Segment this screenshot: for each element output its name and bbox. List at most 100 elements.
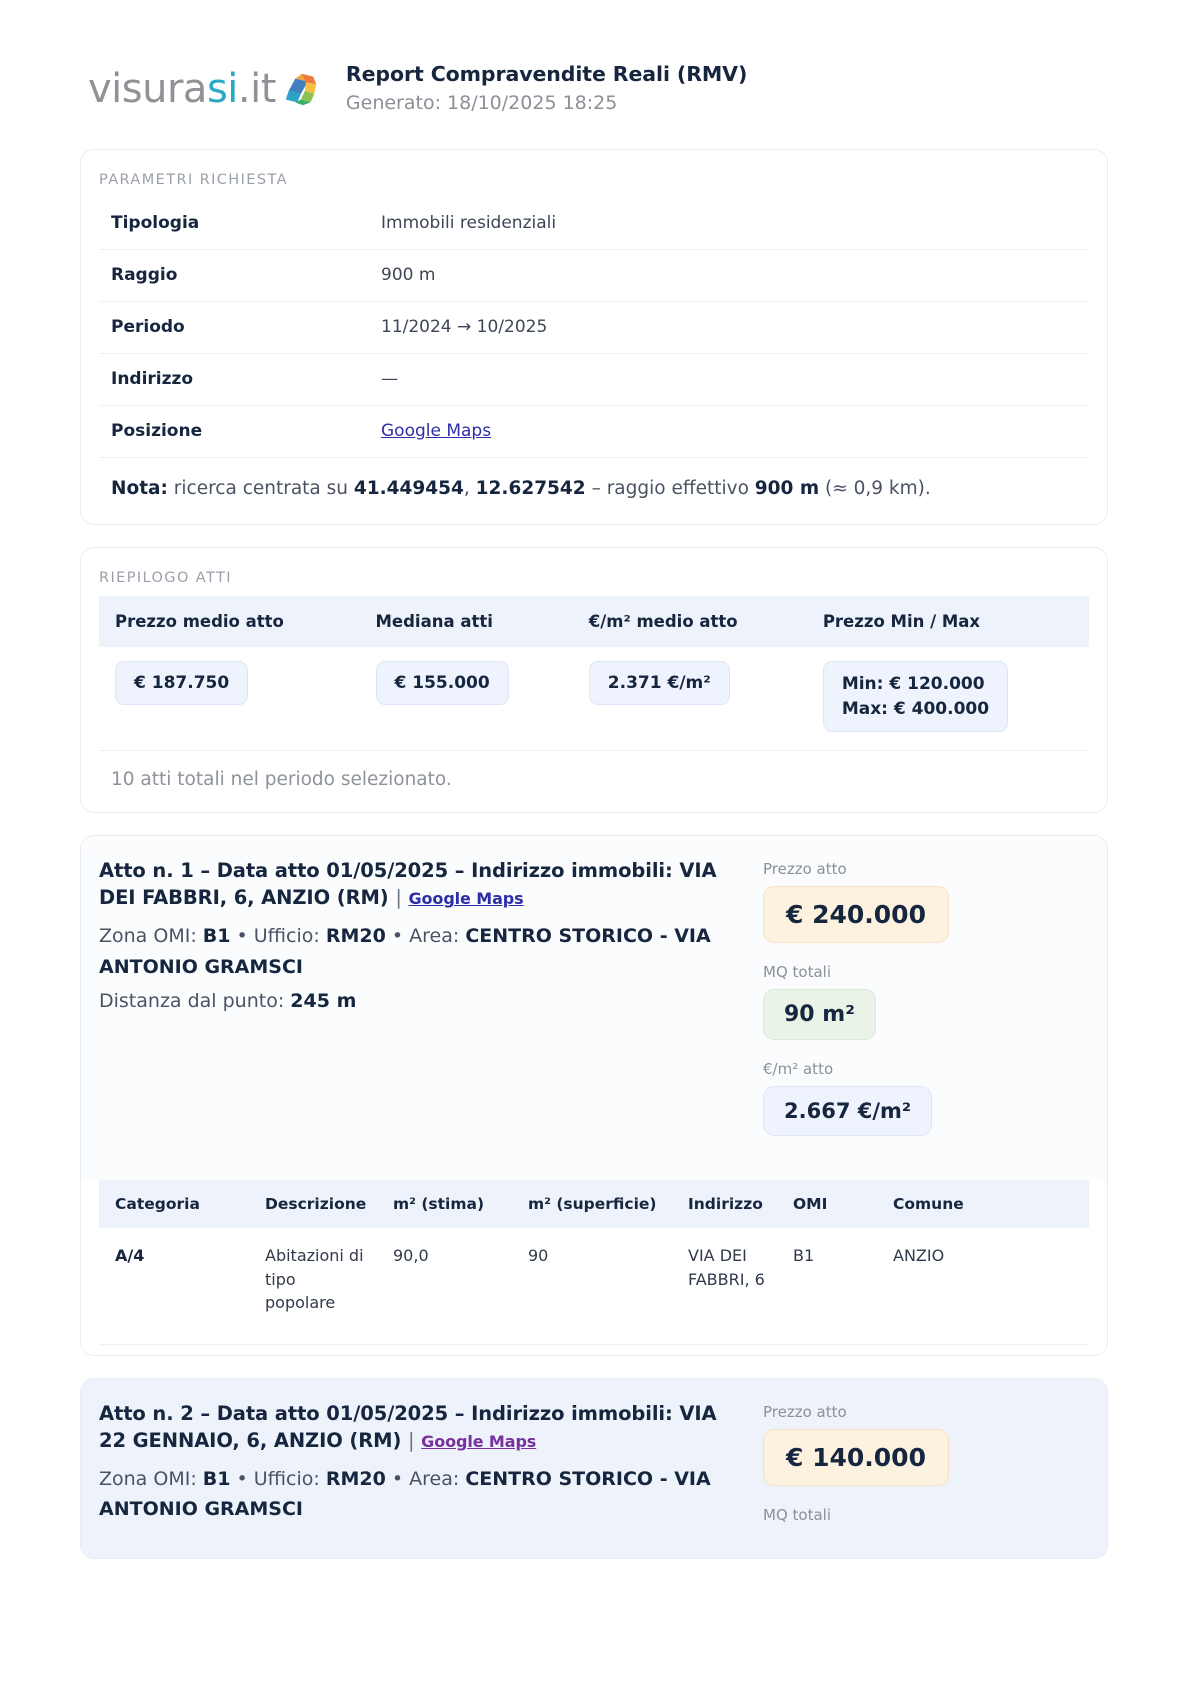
atto-1-ufficio-label: Ufficio: <box>253 925 320 948</box>
atto-1-properties-table: Categoria Descrizione m² (stima) m² (sup… <box>99 1180 1089 1346</box>
atto-1-mq-label: MQ totali <box>763 963 831 982</box>
param-key-raggio: Raggio <box>99 249 369 303</box>
report-header: visurasi.it Report Compravendite Reali (… <box>0 0 1190 149</box>
atto-2-zona-omi-label: Zona OMI: <box>99 1467 197 1490</box>
atto-2-prezzo-label: Prezzo atto <box>763 1403 847 1422</box>
td-descrizione: Abitazioni di tipo popolare <box>249 1228 377 1346</box>
atto-1-table-wrap: Categoria Descrizione m² (stima) m² (sup… <box>81 1180 1107 1356</box>
page-title: Report Compravendite Reali (RMV) <box>345 62 748 86</box>
atto-2-ufficio-label: Ufficio: <box>253 1467 320 1490</box>
atto-2-meta: Zona OMI: B1 • Ufficio: RM20 • Area: CEN… <box>99 1467 711 1521</box>
atto-2-heading-text: Atto n. 2 – Data atto 01/05/2025 – Indir… <box>99 1402 717 1452</box>
atto-2-heading: Atto n. 2 – Data atto 01/05/2025 – Indir… <box>99 1401 739 1455</box>
atto-2-area: CENTRO STORICO - VIA ANTONIO GRAMSCI <box>99 1467 711 1521</box>
atto-1-area-label: Area: <box>409 925 460 948</box>
param-key-periodo: Periodo <box>99 301 369 355</box>
summary-eyebrow: RIEPILOGO ATTI <box>99 570 232 587</box>
separator-bar: | <box>407 1428 415 1452</box>
atto-1-area: CENTRO STORICO - VIA ANTONIO GRAMSCI <box>99 925 711 978</box>
td-mq-superficie: 90 <box>512 1228 672 1346</box>
summary-col-mediana: Mediana atti <box>359 596 573 648</box>
summary-table: Prezzo medio atto Mediana atti €/m² medi… <box>99 596 1089 750</box>
note-longitude: 12.627542 <box>475 478 586 500</box>
param-key-tipologia: Tipologia <box>99 198 369 251</box>
table-row: Raggio 900 m <box>99 249 1089 303</box>
summary-col-prezzo-medio: Prezzo medio atto <box>99 596 360 648</box>
th-descrizione: Descrizione <box>249 1180 377 1229</box>
logo-text-accent: si <box>206 65 238 112</box>
atto-1-mq-badge: 90 m² <box>763 989 876 1041</box>
atto-1-top: Atto n. 1 – Data atto 01/05/2025 – Indir… <box>81 836 1107 1181</box>
th-indirizzo: Indirizzo <box>672 1180 777 1229</box>
param-value-indirizzo: — <box>369 353 1089 407</box>
th-categoria: Categoria <box>99 1180 249 1229</box>
atto-1-heading-text: Atto n. 1 – Data atto 01/05/2025 – Indir… <box>99 859 717 910</box>
th-comune: Comune <box>877 1180 1089 1229</box>
note-separator: , <box>463 478 476 500</box>
atto-2-prezzo-badge: € 140.000 <box>763 1429 949 1487</box>
atto-1-stats: Prezzo atto € 240.000 MQ totali 90 m² €/… <box>755 858 1085 1154</box>
stat-min: Min: € 120.000 <box>841 674 985 695</box>
request-parameters-table: Tipologia Immobili residenziali Raggio 9… <box>99 198 1089 459</box>
td-comune: ANZIO <box>877 1228 1089 1346</box>
atto-1-distance: Distanza dal punto: 245 m <box>99 990 739 1012</box>
param-key-posizione: Posizione <box>99 405 369 459</box>
atto-1-meta: Zona OMI: B1 • Ufficio: RM20 • Area: CEN… <box>99 925 711 978</box>
atto-1-prezzo-badge: € 240.000 <box>763 886 949 944</box>
table-row: Indirizzo — <box>99 353 1089 407</box>
atto-2-ufficio: RM20 <box>325 1467 386 1490</box>
param-value-raggio: 900 m <box>369 249 1089 303</box>
summary-col-min-max: Prezzo Min / Max <box>806 596 1089 648</box>
stat-eur-mq-medio: 2.371 €/m² <box>588 661 730 706</box>
td-omi: B1 <box>777 1228 877 1346</box>
atto-1-zona-omi-label: Zona OMI: <box>99 925 197 948</box>
note-label: Nota: <box>111 478 168 500</box>
stat-prezzo-medio: € 187.750 <box>115 661 249 706</box>
th-omi: OMI <box>777 1180 877 1229</box>
atto-1-ufficio: RM20 <box>325 925 386 948</box>
td-mq-stima: 90,0 <box>377 1228 512 1346</box>
note-radius: 900 m <box>754 478 820 500</box>
separator-bar: | <box>395 886 402 910</box>
brand-logo[interactable]: visurasi.it <box>88 69 320 109</box>
request-parameters-card: PARAMETRI RICHIESTA Tipologia Immobili r… <box>80 149 1108 526</box>
stat-mediana: € 155.000 <box>375 661 509 706</box>
table-row: A/4 Abitazioni di tipo popolare 90,0 90 … <box>99 1228 1089 1346</box>
atto-1-prezzo-label: Prezzo atto <box>763 860 847 879</box>
atto-1-heading: Atto n. 1 – Data atto 01/05/2025 – Indir… <box>99 858 739 912</box>
report-page: visurasi.it Report Compravendite Reali (… <box>0 0 1190 1560</box>
atto-card-1: Atto n. 1 – Data atto 01/05/2025 – Indir… <box>80 835 1108 1357</box>
atto-1-google-maps-link[interactable]: Google Maps <box>408 889 524 909</box>
atto-1-eurmq-label: €/m² atto <box>763 1060 834 1079</box>
generated-timestamp: Generato: 18/10/2025 18:25 <box>345 91 618 114</box>
param-value-periodo: 11/2024 → 10/2025 <box>369 301 1089 355</box>
atto-1-table-header-row: Categoria Descrizione m² (stima) m² (sup… <box>99 1180 1089 1229</box>
td-categoria: A/4 <box>99 1228 249 1346</box>
atto-2-zona-omi: B1 <box>202 1467 231 1490</box>
search-note: Nota: ricerca centrata su 41.449454, 12.… <box>81 458 1107 524</box>
atto-2-mq-label: MQ totali <box>763 1506 831 1525</box>
google-maps-link[interactable]: Google Maps <box>381 421 492 442</box>
atto-2-area-label: Area: <box>409 1467 460 1490</box>
atto-1-distance-label: Distanza dal punto: <box>99 990 285 1013</box>
summary-value-row: € 187.750 € 155.000 2.371 €/m² Min: € 12… <box>99 647 1089 750</box>
request-parameters-eyebrow: PARAMETRI RICHIESTA <box>99 172 288 189</box>
stat-max: Max: € 400.000 <box>841 698 990 719</box>
stat-min-max: Min: € 120.000 Max: € 400.000 <box>822 661 1009 733</box>
summary-col-eur-mq: €/m² medio atto <box>572 596 807 648</box>
logo-wordmark: visurasi.it <box>88 69 276 109</box>
summary-footer-text: 10 atti totali nel periodo selezionato. <box>99 750 1089 812</box>
logo-text-part3: .it <box>237 65 277 112</box>
th-mq-stima: m² (stima) <box>377 1180 512 1229</box>
table-row: Posizione Google Maps <box>99 405 1089 459</box>
atto-2-details: Atto n. 2 – Data atto 01/05/2025 – Indir… <box>99 1401 745 1532</box>
atto-2-google-maps-link[interactable]: Google Maps <box>421 1431 537 1451</box>
note-text-1: ricerca centrata su <box>167 478 354 500</box>
report-title-block: Report Compravendite Reali (RMV) Generat… <box>346 62 747 115</box>
note-text-3: (≈ 0,9 km). <box>819 478 931 500</box>
th-mq-superficie: m² (superficie) <box>512 1180 672 1229</box>
logo-text-part1: visura <box>88 65 207 112</box>
atto-1-distance-value: 245 m <box>290 990 357 1013</box>
atto-1-zona-omi: B1 <box>202 925 231 948</box>
atto-2-stats: Prezzo atto € 140.000 MQ totali <box>755 1401 1085 1532</box>
